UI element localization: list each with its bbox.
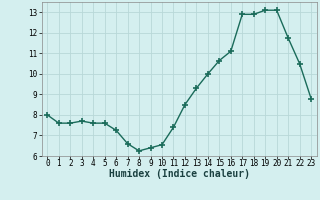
X-axis label: Humidex (Indice chaleur): Humidex (Indice chaleur) xyxy=(109,169,250,179)
